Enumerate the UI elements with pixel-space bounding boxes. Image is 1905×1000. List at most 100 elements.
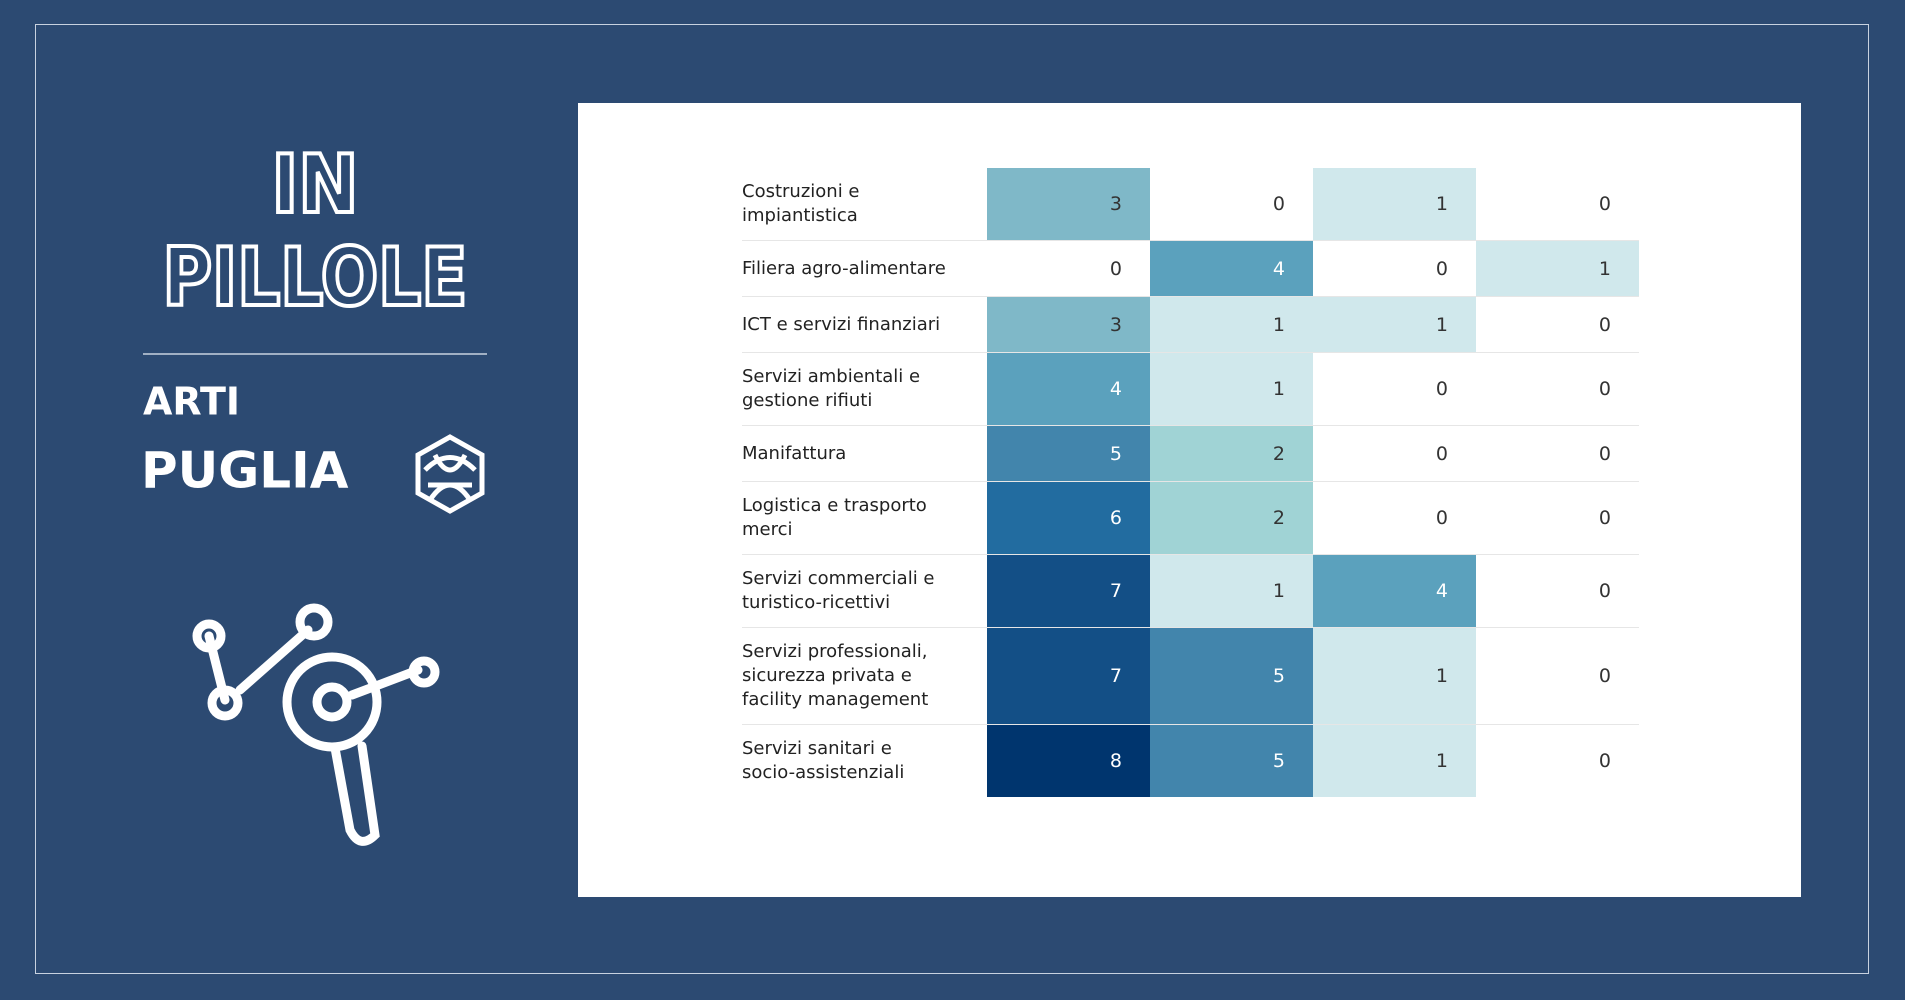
cell: 4 [1150, 241, 1313, 296]
cell-value: 1 [1435, 313, 1448, 336]
cell-value: 0 [1435, 257, 1448, 280]
cell-value: 6 [1109, 507, 1122, 529]
cell-value: 7 [1109, 665, 1122, 687]
cell: 1 [1476, 241, 1639, 296]
row-label: Servizi ambientali e gestione rifiuti [742, 353, 987, 425]
row-label: Manifattura [742, 426, 987, 481]
cell: 2 [1150, 426, 1313, 481]
cell-value: 5 [1272, 750, 1285, 772]
cell: 0 [1313, 426, 1476, 481]
cell: 0 [1476, 555, 1639, 627]
cell: 0 [1476, 426, 1639, 481]
row: Servizi commerciali e turistico-ricettiv… [742, 554, 1639, 627]
title-line2: PILLOLE [163, 231, 468, 324]
frame [35, 24, 1869, 974]
cell-value: 4 [1109, 378, 1122, 400]
cell: 5 [987, 426, 1150, 481]
row: Servizi sanitari e socio-assistenziali 8 5… [742, 724, 1639, 797]
cell-value: 0 [1598, 378, 1611, 400]
cell: 5 [1150, 725, 1313, 797]
cell-value: 5 [1109, 442, 1122, 465]
cell-value: 1 [1435, 665, 1448, 687]
cell-value: 5 [1272, 665, 1285, 687]
cell-value: 0 [1598, 193, 1611, 215]
cell-value: 0 [1598, 750, 1611, 772]
cell: 0 [1150, 168, 1313, 240]
cell: 0 [1476, 725, 1639, 797]
row-label-text: Costruzioni e impiantistica [742, 181, 860, 226]
cell: 1 [1313, 628, 1476, 724]
side-panel: IN PILLOLE ARTI PUGLIA [141, 136, 487, 846]
cell-value: 3 [1109, 313, 1122, 336]
cell-value: 1 [1598, 257, 1611, 280]
cell: 0 [1313, 353, 1476, 425]
cell: 0 [1313, 482, 1476, 554]
row-label: Filiera agro-alimentare [742, 241, 987, 296]
row-label: Logistica e trasporto merci [742, 482, 987, 554]
cell: 2 [1150, 482, 1313, 554]
row: Logistica e trasporto merci 6 2 0 0 [742, 481, 1639, 554]
cell-value: 0 [1598, 442, 1611, 465]
cell: 6 [987, 482, 1150, 554]
row-label-text: Servizi professionali, sicurezza privata… [742, 641, 929, 710]
row-label: ICT e servizi finanziari [742, 297, 987, 352]
cell-value: 0 [1435, 507, 1448, 529]
cell: 0 [1476, 297, 1639, 352]
cell: 4 [987, 353, 1150, 425]
cell: 1 [1150, 555, 1313, 627]
row: Costruzioni e impiantistica 3 0 1 0 [742, 168, 1639, 240]
cell: 5 [1150, 628, 1313, 724]
cell-value: 8 [1109, 750, 1122, 772]
row-label-text: Logistica e trasporto merci [742, 495, 927, 540]
cell-value: 0 [1272, 193, 1285, 215]
row-label: Costruzioni e impiantistica [742, 168, 987, 240]
cell-value: 0 [1598, 665, 1611, 687]
title-line1: IN [272, 138, 359, 231]
cell: 3 [987, 168, 1150, 240]
row-label-text: Filiera agro-alimentare [742, 257, 946, 279]
cell-value: 1 [1272, 313, 1285, 336]
cell: 0 [987, 241, 1150, 296]
cell-value: 0 [1598, 507, 1611, 529]
row-label-text: Servizi ambientali e gestione rifiuti [742, 366, 921, 411]
cell: 0 [1476, 482, 1639, 554]
cell: 1 [1313, 297, 1476, 352]
row-label-text: ICT e servizi finanziari [742, 313, 941, 335]
cell: 3 [987, 297, 1150, 352]
cell-value: 3 [1109, 193, 1122, 215]
cell: 7 [987, 555, 1150, 627]
cell-value: 7 [1109, 580, 1122, 602]
cell: 0 [1476, 168, 1639, 240]
row-label: Servizi sanitari e socio-assistenziali [742, 725, 987, 797]
cell-value: 1 [1435, 750, 1448, 772]
row: Servizi professionali, sicurezza privata… [742, 627, 1639, 724]
cell-value: 2 [1272, 442, 1285, 465]
cell: 8 [987, 725, 1150, 797]
cell-value: 0 [1598, 313, 1611, 336]
row-label-text: Servizi sanitari e socio-assistenziali [742, 738, 905, 783]
cell: 0 [1476, 353, 1639, 425]
cell: 1 [1150, 297, 1313, 352]
cell: 1 [1313, 725, 1476, 797]
cell: 0 [1313, 241, 1476, 296]
heatmap: Costruzioni e impiantistica 3 0 1 0 Filiera a… [742, 168, 1639, 797]
cell: 1 [1150, 353, 1313, 425]
cell-value: 0 [1435, 378, 1448, 400]
logo [415, 434, 485, 514]
cell-value: 1 [1272, 580, 1285, 602]
row-label: Servizi professionali, sicurezza privata… [742, 628, 987, 724]
cell-value: 0 [1598, 580, 1611, 602]
row: ICT e servizi finanziari 3 1 1 0 [742, 296, 1639, 352]
cell-value: 1 [1435, 193, 1448, 215]
chart-panel: Costruzioni e impiantistica 3 0 1 0 Filiera a… [578, 103, 1801, 897]
cell: 1 [1313, 168, 1476, 240]
row: Manifattura 5 2 0 0 [742, 425, 1639, 481]
cell-value: 1 [1272, 378, 1285, 400]
row-label-text: Servizi commerciali e turistico-ricettiv… [742, 568, 935, 613]
subtitle2: PUGLIA [141, 442, 349, 500]
cell: 0 [1476, 628, 1639, 724]
subtitle1: ARTI [143, 380, 240, 424]
row: Filiera agro-alimentare 0 4 0 1 [742, 240, 1639, 296]
row-label: Servizi commerciali e turistico-ricettiv… [742, 555, 987, 627]
